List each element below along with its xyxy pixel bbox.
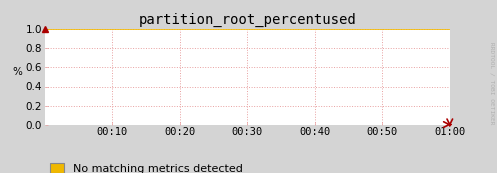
Text: RRDTOOL / TOBI OETIKER: RRDTOOL / TOBI OETIKER: [490, 42, 495, 124]
Title: partition_root_percentused: partition_root_percentused: [138, 13, 356, 27]
Y-axis label: %: %: [12, 67, 22, 77]
Legend: No matching metrics detected: No matching metrics detected: [50, 163, 243, 173]
